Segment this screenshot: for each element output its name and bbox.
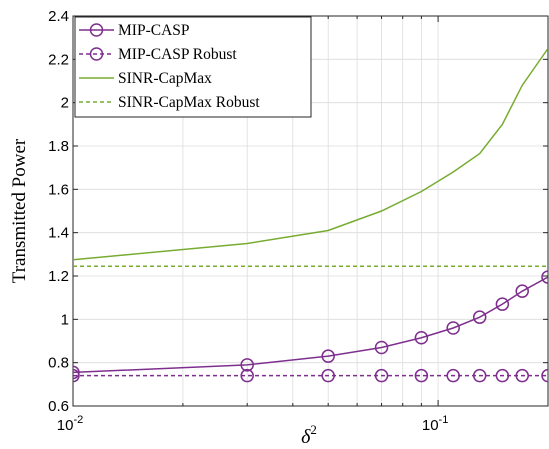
y-tick-label: 1.4 [48,225,69,242]
series-point [414,331,429,345]
legend-marker [89,23,104,37]
series-point [446,321,460,335]
x-tick-base: 10 [57,417,74,434]
series-point [321,368,335,383]
legend: MIP-CASP MIP-CASP Robust SINR-CapMax SINR-C… [74,16,312,118]
series-point [374,368,389,383]
y-tick-label: 1 [61,311,69,328]
y-tick-label: 0.6 [48,398,69,415]
x-tick-label: 10-2 [57,414,83,434]
series-point [321,349,335,363]
legend-label: SINR-CapMax Robust [118,94,260,111]
legend-box [74,16,312,118]
legend-item: SINR-CapMax [79,70,212,87]
series-line [73,276,548,374]
series-point [240,358,254,372]
x-tick-exponent: -1 [439,414,449,426]
x-axis-title-superscript: 2 [310,422,317,437]
series-point [515,368,529,383]
y-tick-label: 2.4 [48,8,69,25]
series-point [446,368,460,383]
y-tick-label: 1.2 [48,268,69,285]
x-tick-label: 10-1 [422,414,448,434]
y-tick-label: 2.2 [48,51,69,68]
x-axis-title-base: δ [301,426,311,448]
legend-label: SINR-CapMax [118,70,212,87]
series-point [73,368,80,383]
legend-marker [89,47,104,61]
series-point [495,297,510,311]
x-axis-title: δ2 [301,422,317,448]
series-point [73,365,80,380]
legend-label: MIP-CASP Robust [118,46,237,63]
series-1 [73,270,548,380]
series-3 [73,48,548,261]
axes-box [72,15,549,407]
series-point [240,368,254,383]
series-point [515,284,529,298]
series-2 [73,368,548,383]
y-tick-label: 0.8 [48,355,69,372]
y-axis-title: Transmitted Power [9,138,30,283]
series-point [472,368,487,383]
y-tick-label: 1.6 [48,181,69,198]
legend-item: MIP-CASP [79,22,190,39]
y-tick-label: 1.8 [48,138,69,155]
series-point [541,368,548,383]
legend-item: MIP-CASP Robust [79,46,237,63]
y-tick-label: 2 [61,95,69,112]
series-point [472,310,487,324]
series-point [495,368,510,383]
series-point [414,368,429,383]
legend-label: MIP-CASP [118,22,190,39]
series-point [374,340,389,355]
x-tick-base: 10 [422,417,439,434]
legend-item: SINR-CapMax Robust [79,94,260,111]
x-tick-exponent: -2 [73,414,83,426]
series-point [541,270,548,284]
series-line [73,48,548,261]
